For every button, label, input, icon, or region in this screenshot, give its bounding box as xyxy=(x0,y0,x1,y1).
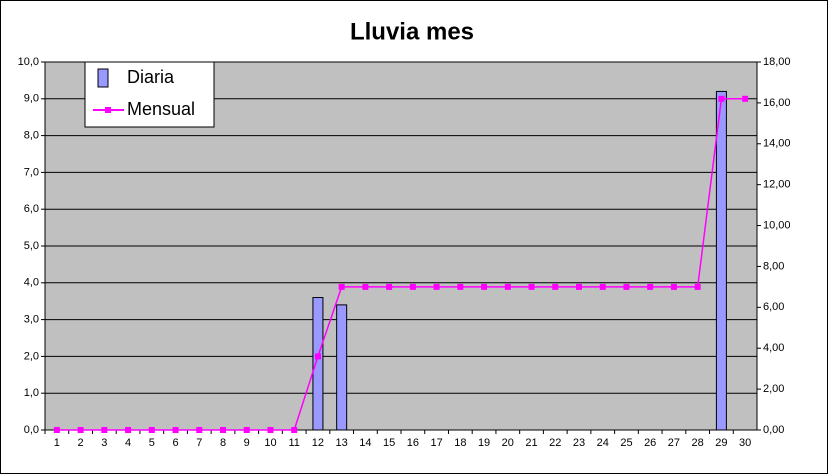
y2-tick-label: 12,00 xyxy=(763,179,791,191)
x-tick-label: 24 xyxy=(597,437,609,449)
x-tick-label: 15 xyxy=(383,437,395,449)
y2-tick-label: 6,00 xyxy=(763,301,784,313)
x-tick-label: 11 xyxy=(288,437,299,449)
marker xyxy=(599,283,606,290)
y-tick-label: 9,0 xyxy=(24,93,39,105)
x-tick-label: 5 xyxy=(149,437,155,449)
x-tick-label: 29 xyxy=(715,437,727,449)
y2-tick-label: 10,00 xyxy=(763,219,791,231)
y2-tick-label: 0,00 xyxy=(763,424,784,436)
x-tick-label: 13 xyxy=(336,437,348,449)
x-tick-label: 8 xyxy=(220,437,226,449)
x-tick-label: 14 xyxy=(359,437,371,449)
marker xyxy=(576,283,582,290)
x-tick-label: 19 xyxy=(478,437,490,449)
marker xyxy=(742,95,749,102)
marker xyxy=(670,283,677,290)
x-tick-label: 16 xyxy=(407,437,419,449)
marker xyxy=(433,283,440,290)
y-tick-label: 7,0 xyxy=(24,166,39,178)
bar xyxy=(715,90,727,431)
x-tick-label: 22 xyxy=(549,437,561,449)
marker xyxy=(457,283,464,290)
line xyxy=(56,98,746,431)
marker xyxy=(362,283,369,290)
y2-tick-label: 4,00 xyxy=(763,342,784,354)
marker xyxy=(481,283,488,290)
chart-title: Lluvia mes xyxy=(350,18,474,45)
marker xyxy=(125,427,132,433)
marker xyxy=(718,95,725,102)
y2-tick-label: 8,00 xyxy=(763,260,784,272)
marker xyxy=(148,427,155,433)
x-tick-label: 9 xyxy=(244,437,250,449)
bar xyxy=(336,304,348,431)
bar xyxy=(312,297,324,431)
marker xyxy=(338,283,345,290)
marker xyxy=(647,283,654,290)
x-tick-label: 17 xyxy=(430,437,442,449)
marker xyxy=(101,427,108,433)
y-tick-label: 10,0 xyxy=(18,56,39,68)
y-tick-label: 6,0 xyxy=(24,203,39,215)
y-tick-label: 5,0 xyxy=(24,240,39,252)
marker xyxy=(694,283,701,290)
legend-marker xyxy=(105,107,111,113)
x-tick-label: 26 xyxy=(644,437,656,449)
x-tick-label: 23 xyxy=(573,437,585,449)
y-tick-label: 0,0 xyxy=(24,424,39,436)
x-tick-label: 12 xyxy=(312,437,324,449)
x-tick-label: 27 xyxy=(668,437,680,449)
marker xyxy=(528,283,535,290)
legend: Diaria Mensual xyxy=(84,61,215,128)
y-tick-label: 2,0 xyxy=(24,350,39,362)
marker xyxy=(314,353,321,360)
y2-tick-label: 16,00 xyxy=(763,97,791,109)
marker xyxy=(504,283,511,290)
marker xyxy=(220,427,226,433)
marks xyxy=(53,90,749,433)
marker xyxy=(267,427,274,433)
y-tick-label: 4,0 xyxy=(24,277,39,289)
legend-label: Diaria xyxy=(127,67,175,87)
x-tick-label: 30 xyxy=(739,437,751,449)
x-tick-label: 28 xyxy=(692,437,704,449)
marker xyxy=(243,427,250,433)
legend-swatch xyxy=(97,68,109,88)
x-tick-label: 3 xyxy=(101,437,107,449)
x-tick-label: 6 xyxy=(172,437,178,449)
x-tick-label: 7 xyxy=(196,437,202,449)
marker xyxy=(77,427,84,433)
marker xyxy=(409,283,416,290)
x-tick-label: 18 xyxy=(454,437,466,449)
marker xyxy=(623,283,630,290)
marker xyxy=(172,427,179,433)
x-tick-label: 4 xyxy=(125,437,131,449)
x-tick-label: 21 xyxy=(525,437,537,449)
x-tick-label: 25 xyxy=(620,437,632,449)
legend-label: Mensual xyxy=(127,99,195,119)
x-tick-label: 20 xyxy=(502,437,514,449)
marker xyxy=(552,283,559,290)
x-tick-label: 1 xyxy=(54,437,60,449)
marker xyxy=(53,427,60,433)
y-tick-label: 3,0 xyxy=(24,314,39,326)
marker xyxy=(196,427,203,433)
x-tick-label: 2 xyxy=(78,437,84,449)
y-tick-label: 1,0 xyxy=(24,387,39,399)
marker xyxy=(291,427,298,433)
x-tick-label: 10 xyxy=(264,437,276,449)
y2-tick-label: 2,00 xyxy=(763,383,784,395)
marker xyxy=(386,283,393,290)
y2-tick-label: 14,00 xyxy=(763,138,791,150)
y2-tick-label: 18,00 xyxy=(763,56,791,68)
y-tick-label: 8,0 xyxy=(24,130,39,142)
